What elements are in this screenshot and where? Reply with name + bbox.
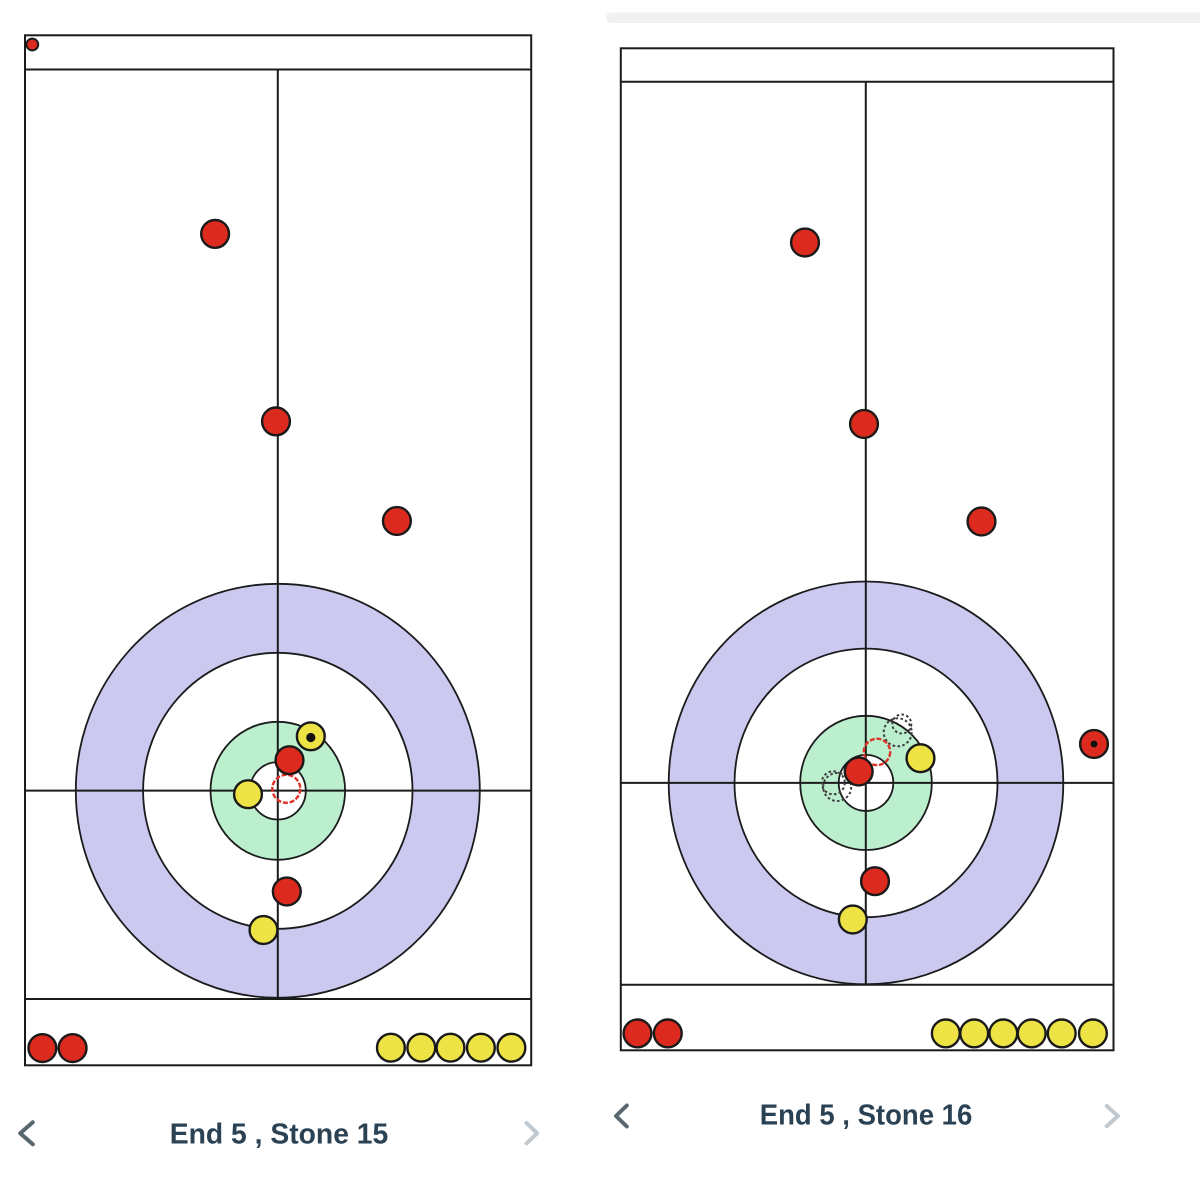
svg-text:End 5 , Stone 15: End 5 , Stone 15 bbox=[170, 1118, 389, 1150]
svg-text:End 5 , Stone 16: End 5 , Stone 16 bbox=[760, 1099, 973, 1131]
